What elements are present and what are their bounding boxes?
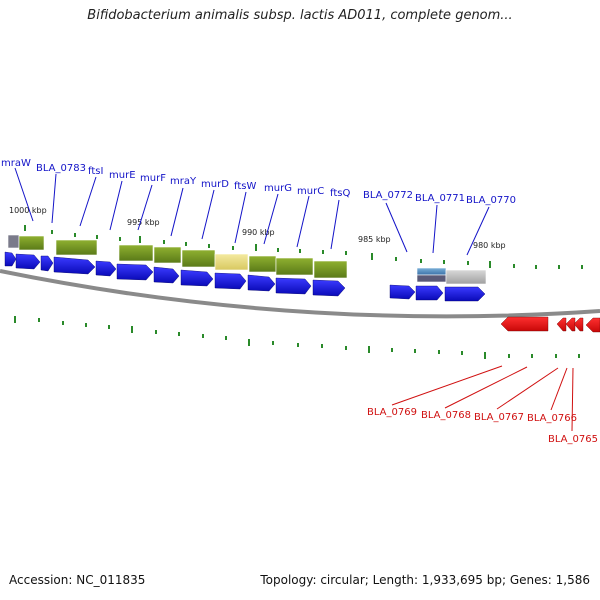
map-title: Bifidobacterium animalis subsp. lactis A… [87,8,513,23]
kbp-label-995[interactable]: 995 kbp [127,218,160,227]
genome-backbone [0,269,600,319]
forward-gene-arrow[interactable] [53,256,96,275]
reverse-gene-arrow[interactable] [565,317,576,332]
forward-gene-arrow[interactable] [15,253,41,270]
forward-gene-arrow[interactable] [214,272,247,290]
gene-label-murg[interactable]: murG [264,183,292,194]
gene-label-mray[interactable]: mraY [170,176,197,187]
accession-value: NC_011835 [76,573,146,587]
forward-gene-arrow[interactable] [389,284,416,300]
reverse-label-leaders [391,365,574,432]
outer-ticks [24,225,583,269]
reverse-gene-arrow[interactable] [573,317,584,332]
gene-label-bla-0767[interactable]: BLA_0767 [474,412,524,423]
kbp-label-985[interactable]: 985 kbp [358,235,391,244]
gene-label-murd[interactable]: murD [201,179,229,190]
cds-feature[interactable] [416,274,447,283]
gene-label-bla-0771[interactable]: BLA_0771 [415,193,465,204]
forward-gene-arrow[interactable] [444,286,486,302]
cds-feature[interactable] [7,234,20,249]
forward-label-leaders [14,167,490,256]
forward-gene-track[interactable] [4,251,486,302]
forward-gene-arrow[interactable] [312,279,346,297]
reverse-gene-track[interactable] [500,316,600,333]
gene-label-ftsi[interactable]: ftsI [88,166,103,177]
cds-feature[interactable] [118,244,154,262]
cds-feature[interactable] [416,267,447,276]
reverse-gene-arrow[interactable] [585,317,600,333]
cds-feature[interactable] [313,260,348,279]
cds-feature[interactable] [181,249,216,268]
cds-feature[interactable] [275,257,314,276]
genome-summary: Topology: circularLength: 1,933,695 bpGe… [260,573,590,587]
gene-label-murc[interactable]: murC [297,186,324,197]
gene-label-murf[interactable]: murF [140,173,166,184]
forward-gene-arrow[interactable] [275,277,312,295]
forward-gene-arrow[interactable] [180,269,214,287]
inner-ticks [14,316,580,359]
gene-label-bla-0766[interactable]: BLA_0766 [527,413,577,424]
forward-gene-arrow[interactable] [40,255,54,272]
forward-gene-arrow[interactable] [116,263,154,281]
topology-info: Topology: circular [260,573,365,587]
cds-feature[interactable] [18,235,45,251]
cds-feature[interactable] [55,239,98,256]
cds-feature-track[interactable] [7,234,487,285]
reverse-gene-arrow[interactable] [556,317,567,332]
forward-gene-arrow[interactable] [4,251,17,267]
gene-count-info: Genes: 1,586 [502,573,590,587]
cds-feature[interactable] [445,269,487,285]
forward-gene-arrow[interactable] [153,266,180,284]
length-info: Length: 1,933,695 bp [365,573,502,587]
gene-label-mure[interactable]: murE [109,170,136,181]
kbp-label-980[interactable]: 980 kbp [473,241,506,250]
cds-feature-highlight[interactable] [214,253,249,271]
forward-gene-arrow[interactable] [95,260,117,277]
gene-label-bla-0783[interactable]: BLA_0783 [36,163,86,174]
gene-label-bla-0769[interactable]: BLA_0769 [367,407,417,418]
reverse-gene-arrow[interactable] [500,316,549,332]
cds-feature[interactable] [248,255,277,273]
forward-gene-arrow[interactable] [415,285,444,301]
forward-gene-arrow[interactable] [247,274,276,292]
accession-label: Accession: [9,573,73,587]
gene-label-bla-0768[interactable]: BLA_0768 [421,410,471,421]
gene-label-bla-0770[interactable]: BLA_0770 [466,195,516,206]
gene-label-ftsw[interactable]: ftsW [234,181,256,192]
kbp-label-990[interactable]: 990 kbp [242,228,275,237]
accession-info: Accession: NC_011835 [9,573,145,587]
cds-feature[interactable] [153,246,182,264]
gene-label-ftsq[interactable]: ftsQ [330,188,350,199]
kbp-label-1000[interactable]: 1000 kbp [9,206,47,215]
gene-label-bla-0772[interactable]: BLA_0772 [363,190,413,201]
gene-label-mraw[interactable]: mraW [1,158,31,169]
gene-label-bla-0765[interactable]: BLA_0765 [548,434,598,445]
